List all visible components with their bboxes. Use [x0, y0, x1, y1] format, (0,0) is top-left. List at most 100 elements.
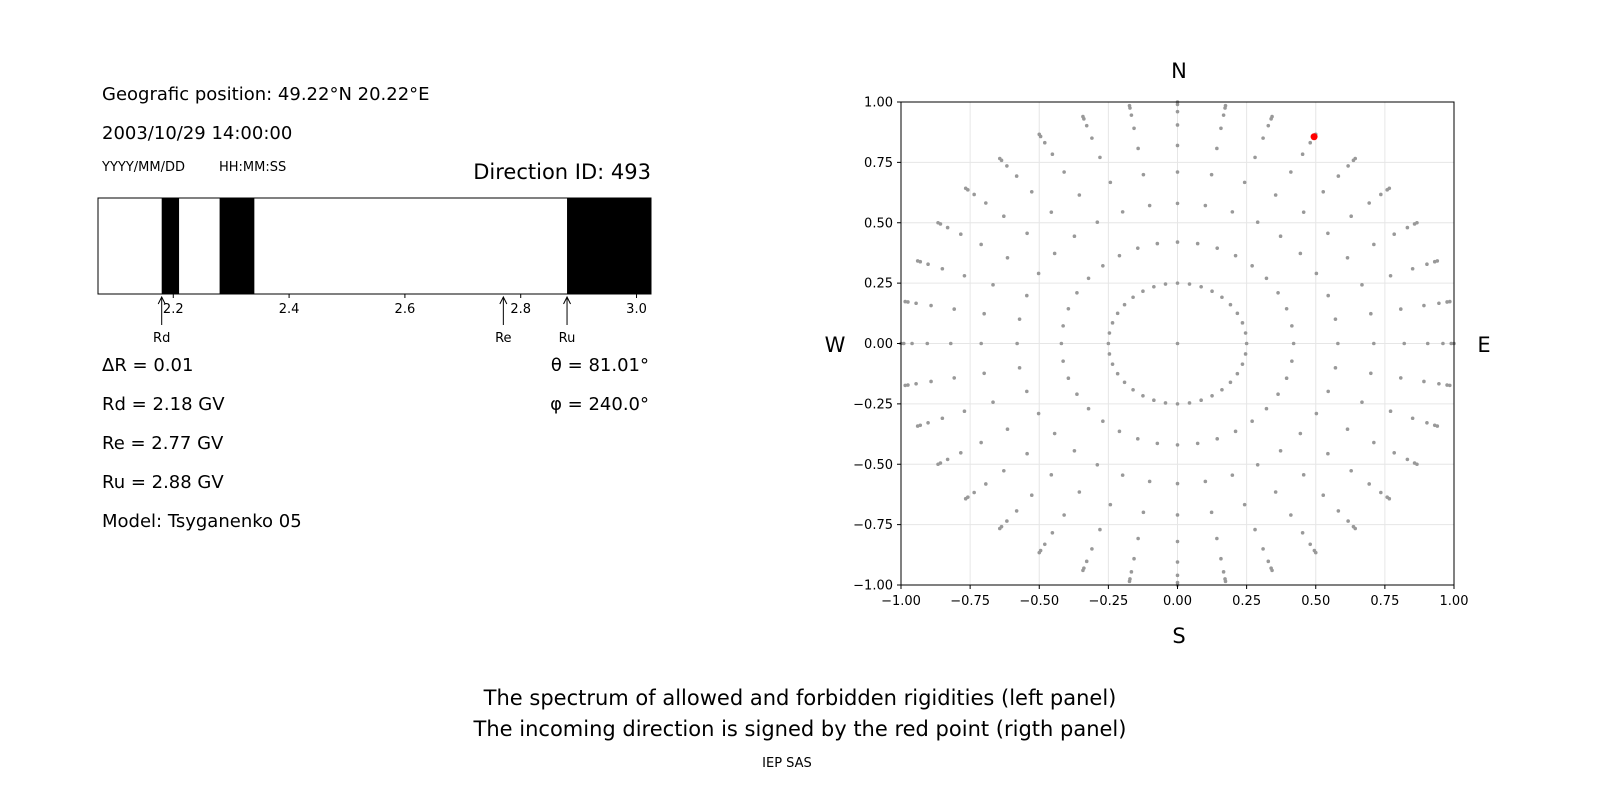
- direction-point: [1059, 341, 1064, 346]
- direction-point: [1326, 451, 1330, 456]
- direction-point: [962, 273, 967, 278]
- direction-point: [1243, 352, 1248, 356]
- direction-point: [1075, 290, 1079, 295]
- direction-point: [1175, 170, 1180, 174]
- direction-point: [1447, 383, 1452, 388]
- direction-point: [1052, 251, 1057, 256]
- direction-point: [1005, 519, 1009, 523]
- direction-point: [1336, 509, 1341, 513]
- spectrum-tick-label: 2.2: [163, 302, 184, 317]
- direction-point: [1061, 359, 1065, 363]
- direction-point: [1223, 103, 1228, 108]
- direction-point: [1005, 164, 1009, 168]
- direction-point: [1084, 559, 1089, 564]
- direction-point: [1050, 152, 1055, 157]
- direction-point: [1090, 547, 1094, 551]
- direction-point: [1223, 579, 1228, 584]
- direction-point: [1353, 156, 1358, 161]
- direction-point: [1081, 114, 1085, 119]
- re-value: Re = 2.77 GV: [102, 433, 224, 454]
- direction-point: [1050, 530, 1055, 535]
- direction-point: [1015, 341, 1019, 346]
- direction-point: [991, 283, 995, 287]
- direction-point: [1228, 302, 1233, 307]
- direction-point: [1163, 282, 1168, 286]
- direction-point: [1290, 324, 1294, 328]
- direction-point: [1175, 481, 1180, 486]
- direction-id: Direction ID: 493: [473, 160, 651, 184]
- direction-point: [1415, 220, 1419, 225]
- direction-point: [1042, 140, 1047, 145]
- direction-point: [1321, 493, 1326, 497]
- direction-point: [1372, 440, 1376, 445]
- direction-point: [1014, 509, 1019, 513]
- direction-point: [1210, 393, 1214, 398]
- direction-point: [1244, 341, 1249, 346]
- direction-point: [1135, 246, 1140, 250]
- direction-point: [1402, 341, 1407, 346]
- direction-point: [1014, 174, 1019, 178]
- direction-point: [915, 259, 920, 263]
- direction-point: [984, 201, 988, 205]
- direction-point: [1155, 441, 1160, 446]
- direction-point: [1141, 172, 1146, 177]
- direction-point: [1110, 321, 1115, 325]
- credit-label: IEP SAS: [762, 756, 812, 771]
- direction-point: [979, 341, 983, 346]
- direction-point: [914, 301, 918, 306]
- direction-point: [1410, 416, 1415, 421]
- scatter-y-tick-label: 0.50: [864, 216, 893, 231]
- caption-line-1: The spectrum of allowed and forbidden ri…: [483, 686, 1117, 710]
- direction-point: [1219, 126, 1223, 131]
- direction-point: [997, 156, 1002, 161]
- direction-point: [1253, 155, 1257, 160]
- spectrum-tick-label: 3.0: [626, 302, 647, 317]
- direction-point: [925, 341, 930, 346]
- direction-scatter-chart: −1.00−1.00 −0.75 −0.75 −0.50 −0.50 −0.25 −0.25…: [825, 59, 1491, 648]
- compass-west-label: W: [825, 333, 846, 357]
- direction-point: [1017, 366, 1022, 370]
- direction-point: [1005, 427, 1010, 432]
- direction-point: [1345, 255, 1350, 260]
- direction-point: [1405, 225, 1410, 230]
- direction-point: [1233, 253, 1238, 258]
- direction-point: [1255, 463, 1260, 467]
- direction-point: [1326, 231, 1330, 236]
- direction-point: [926, 420, 930, 425]
- direction-point: [1175, 109, 1180, 114]
- direction-point: [1369, 371, 1373, 376]
- marker-arrow-head: [563, 295, 571, 305]
- direction-point: [1445, 300, 1449, 304]
- direction-point: [1095, 220, 1100, 224]
- direction-point: [1235, 311, 1240, 316]
- direction-point: [1110, 362, 1115, 366]
- direction-point: [1107, 331, 1112, 335]
- direction-point: [1301, 210, 1306, 214]
- direction-point: [1175, 573, 1180, 578]
- direction-point: [1215, 246, 1220, 250]
- direction-point: [1175, 201, 1180, 206]
- direction-point: [1163, 401, 1168, 405]
- direction-point: [1108, 502, 1113, 507]
- direction-point: [1025, 231, 1029, 236]
- direction-point: [1289, 513, 1293, 517]
- direction-point: [1425, 420, 1429, 425]
- direction-point: [958, 450, 963, 455]
- direction-point: [1066, 376, 1071, 380]
- marker-ru: Ru: [559, 295, 575, 346]
- direction-point: [963, 186, 968, 191]
- direction-point: [972, 192, 976, 197]
- ru-value: Ru = 2.88 GV: [102, 472, 224, 493]
- caption-line-2: The incoming direction is signed by the …: [473, 717, 1127, 741]
- direction-point: [1301, 473, 1306, 477]
- marker-label: Re: [495, 331, 511, 346]
- direction-point: [1346, 164, 1350, 168]
- direction-point: [1228, 380, 1233, 385]
- direction-point: [1387, 186, 1392, 191]
- direction-point: [1314, 271, 1319, 276]
- direction-point: [997, 526, 1002, 531]
- direction-point: [1152, 398, 1156, 403]
- direction-point: [903, 299, 908, 304]
- phi-value: φ = 240.0°: [550, 394, 649, 415]
- geo-position: Geografic position: 49.22°N 20.22°E: [102, 84, 430, 105]
